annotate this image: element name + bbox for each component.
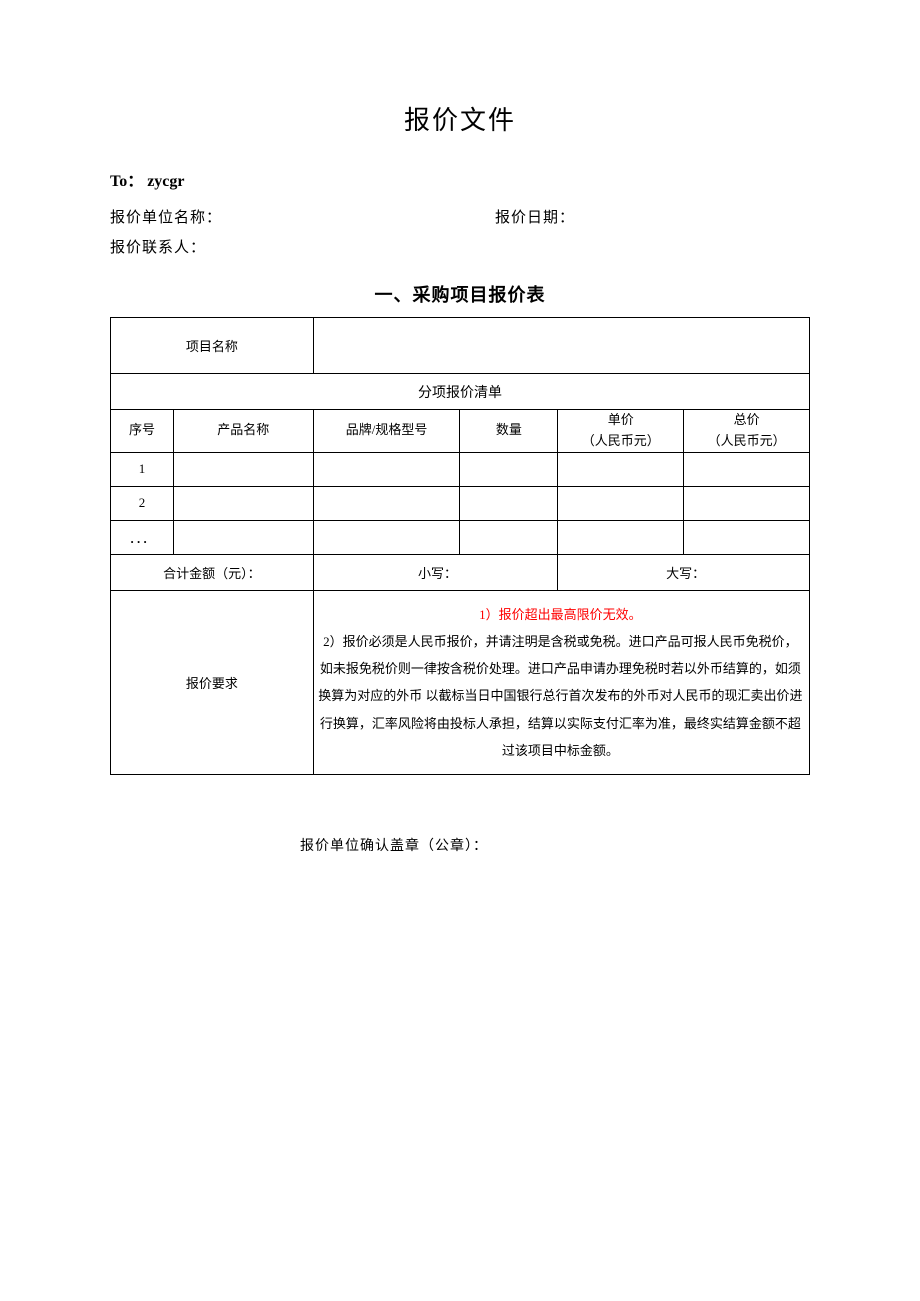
table-row-projectname: 项目名称 [111,318,810,374]
section-1-title: 一、采购项目报价表 [110,281,810,307]
stamp-confirmation-line: 报价单位确认盖章（公章）： [110,835,810,855]
quote-date-label: 报价日期： [495,203,810,233]
table-row-columns: 序号 产品名称 品牌/规格型号 数量 单价（人民币元） 总价（人民币元） [111,410,810,453]
document-title: 报价文件 [110,100,810,137]
contact-label: 报价联系人： [110,233,495,263]
col-qty: 数量 [460,410,558,453]
cell-product [173,486,313,520]
cell-product [173,452,313,486]
col-unit-price: 单价（人民币元） [558,410,684,453]
quotation-table: 项目名称 分项报价清单 序号 产品名称 品牌/规格型号 数量 单价（人民币元） … [110,317,810,775]
project-name-label: 项目名称 [111,318,314,374]
sublist-header: 分项报价清单 [111,374,810,410]
table-row-sublist-header: 分项报价清单 [111,374,810,410]
total-uppercase: 大写： [558,554,810,590]
requirements-content: 1）报价超出最高限价无效。 2）报价必须是人民币报价，并请注明是含税或免税。进口… [313,590,809,775]
cell-qty [460,520,558,554]
table-row-total: 合计金额（元）： 小写： 大写： [111,554,810,590]
cell-qty [460,452,558,486]
cell-total-price [684,452,810,486]
requirements-label: 报价要求 [111,590,314,775]
table-row-requirements: 报价要求 1）报价超出最高限价无效。 2）报价必须是人民币报价，并请注明是含税或… [111,590,810,775]
cell-qty [460,486,558,520]
col-total-price: 总价（人民币元） [684,410,810,453]
col-brand: 品牌/规格型号 [313,410,460,453]
cell-total-price [684,486,810,520]
cell-brand [313,486,460,520]
col-seq: 序号 [111,410,174,453]
cell-seq: ．．． [111,520,174,554]
requirements-line2: 2）报价必须是人民币报价，并请注明是含税或免税。进口产品可报人民币免税价，如未报… [318,634,802,758]
table-row: 2 [111,486,810,520]
cell-product [173,520,313,554]
total-label: 合计金额（元）： [111,554,314,590]
cell-unit-price [558,520,684,554]
table-row: ．．． [111,520,810,554]
requirements-line1: 1）报价超出最高限价无效。 [479,607,642,622]
cell-seq: 1 [111,452,174,486]
cell-brand [313,452,460,486]
quoting-unit-label: 报价单位名称： [110,203,495,233]
table-row: 1 [111,452,810,486]
cell-seq: 2 [111,486,174,520]
cell-brand [313,520,460,554]
cell-total-price [684,520,810,554]
cell-unit-price [558,486,684,520]
total-lowercase: 小写： [313,554,558,590]
to-line: To： zycgr [110,167,810,191]
header-info-block: 报价单位名称： 报价联系人： 报价日期： [110,203,810,263]
project-name-value [313,318,809,374]
col-product: 产品名称 [173,410,313,453]
cell-unit-price [558,452,684,486]
